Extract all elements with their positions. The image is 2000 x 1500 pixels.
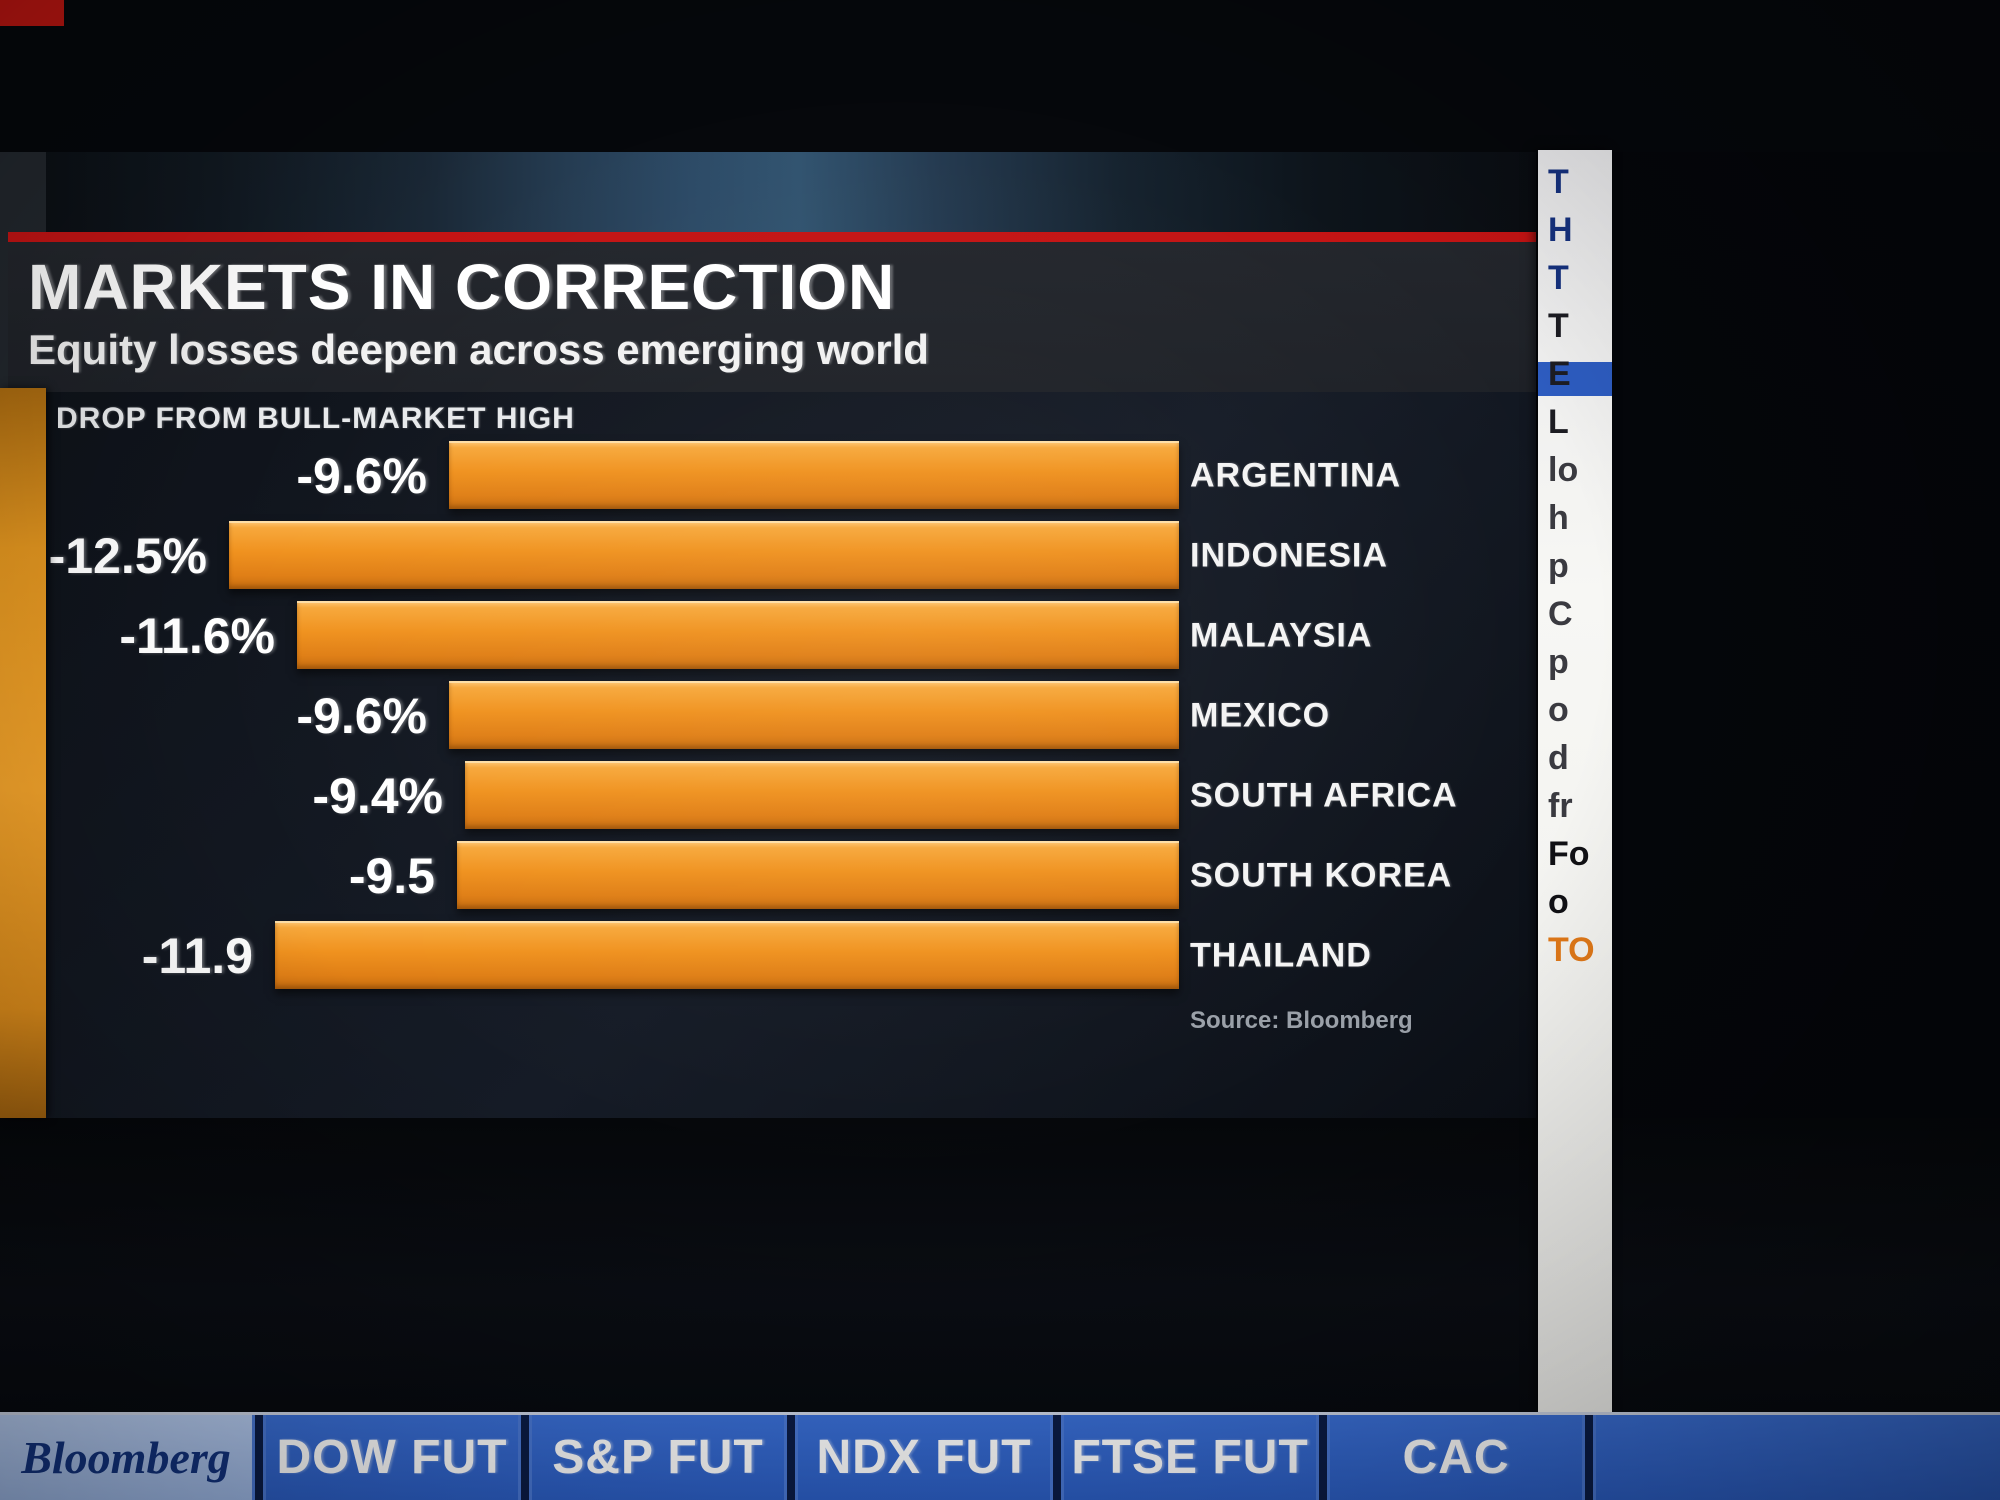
- bar-country-label: SOUTH AFRICA: [1190, 776, 1458, 815]
- bar: [457, 841, 1179, 909]
- side-text-fragment: fr: [1548, 787, 1573, 825]
- ticker-divider: [518, 1415, 532, 1500]
- ticker-items: DOW FUT S&P FUT NDX FUT FTSE FUT CAC: [252, 1415, 2000, 1500]
- ticker-filler: [1596, 1415, 2000, 1500]
- studio-background-band: [0, 152, 1536, 232]
- ticker-bar: Bloomberg DOW FUT S&P FUT NDX FUT FTSE FUT C…: [0, 1412, 2000, 1500]
- side-text-fragment: C: [1548, 595, 1573, 633]
- ticker-item: CAC: [1330, 1415, 1582, 1500]
- side-text-fragment: Fo: [1548, 835, 1590, 873]
- bar-row: -9.6% MEXICO: [8, 676, 1536, 756]
- bar-country-label: MEXICO: [1190, 696, 1331, 735]
- bar-value-label: -9.5: [348, 848, 435, 904]
- bar-country-label: INDONESIA: [1190, 536, 1388, 575]
- bar-chart: DROP FROM BULL-MARKET HIGH -9.6% ARGENTIN…: [8, 392, 1536, 1118]
- bar: [297, 601, 1179, 669]
- headline-red-rule: [8, 232, 1536, 242]
- bar-value-label: -9.6%: [296, 688, 427, 744]
- side-text-fragment: h: [1548, 499, 1569, 537]
- studio-background-bottom: [0, 1118, 2000, 1412]
- ticker-divider: [252, 1415, 266, 1500]
- side-text-fragment: H: [1548, 211, 1573, 249]
- side-text-fragment: E: [1548, 355, 1571, 393]
- bar: [229, 521, 1179, 589]
- bar-country-label: THAILAND: [1190, 936, 1372, 975]
- bar-value-label: -11.9: [141, 928, 253, 984]
- side-text-fragment: o: [1548, 691, 1569, 729]
- bar: [449, 441, 1179, 509]
- page-title: MARKETS IN CORRECTION: [28, 251, 896, 323]
- side-text-fragment: T: [1548, 307, 1569, 345]
- source-label: Source: Bloomberg: [1190, 1007, 1413, 1034]
- bar-row: -9.6% ARGENTINA: [8, 436, 1536, 516]
- ticker-item: FTSE FUT: [1064, 1415, 1316, 1500]
- bar: [449, 681, 1179, 749]
- chart-header: MARKETS IN CORRECTION Equity losses deep…: [8, 242, 1536, 392]
- side-text-fragment: lo: [1548, 451, 1579, 489]
- bar-value-label: -12.5%: [48, 528, 207, 584]
- side-text-fragment: TO: [1548, 931, 1595, 969]
- bar-row: -11.6% MALAYSIA: [8, 596, 1536, 676]
- chart-title: DROP FROM BULL-MARKET HIGH: [56, 402, 575, 435]
- ticker-item: NDX FUT: [798, 1415, 1050, 1500]
- side-text-fragment: p: [1548, 547, 1569, 585]
- page-subtitle: Equity losses deepen across emerging wor…: [28, 326, 929, 373]
- bar-rows: -9.6% ARGENTINA -12.5% INDONESIA -11.6% MALAY…: [8, 436, 1536, 996]
- bar-country-label: SOUTH KOREA: [1190, 856, 1453, 895]
- bar: [275, 921, 1179, 989]
- ticker-divider: [1050, 1415, 1064, 1500]
- bar-row: -9.4% SOUTH AFRICA: [8, 756, 1536, 836]
- bar-country-label: MALAYSIA: [1190, 616, 1373, 655]
- bar: [465, 761, 1179, 829]
- bar-row: -12.5% INDONESIA: [8, 516, 1536, 596]
- ticker-divider: [1582, 1415, 1596, 1500]
- side-text-fragment: L: [1548, 403, 1569, 441]
- side-text-fragment: d: [1548, 739, 1569, 777]
- ticker-divider: [784, 1415, 798, 1500]
- side-text-fragment: T: [1548, 259, 1569, 297]
- bar-value-label: -9.4%: [312, 768, 443, 824]
- bar-row: -9.5 SOUTH KOREA: [8, 836, 1536, 916]
- side-text-fragment: o: [1548, 883, 1569, 921]
- ticker-item: S&P FUT: [532, 1415, 784, 1500]
- ticker-item: DOW FUT: [266, 1415, 518, 1500]
- ticker-brand: Bloomberg: [0, 1415, 252, 1500]
- ticker-divider: [1316, 1415, 1330, 1500]
- side-text-fragment: p: [1548, 643, 1569, 681]
- red-corner-mark: [0, 0, 64, 26]
- side-text-fragment: T: [1548, 163, 1569, 201]
- bar-country-label: ARGENTINA: [1190, 456, 1402, 495]
- studio-background-top: [0, 0, 2000, 152]
- bar-row: -11.9 THAILAND: [8, 916, 1536, 996]
- bar-value-label: -9.6%: [296, 448, 427, 504]
- bar-value-label: -11.6%: [119, 608, 275, 664]
- side-panel-blue-band: [1538, 362, 1612, 396]
- left-light-strip: [0, 388, 46, 1118]
